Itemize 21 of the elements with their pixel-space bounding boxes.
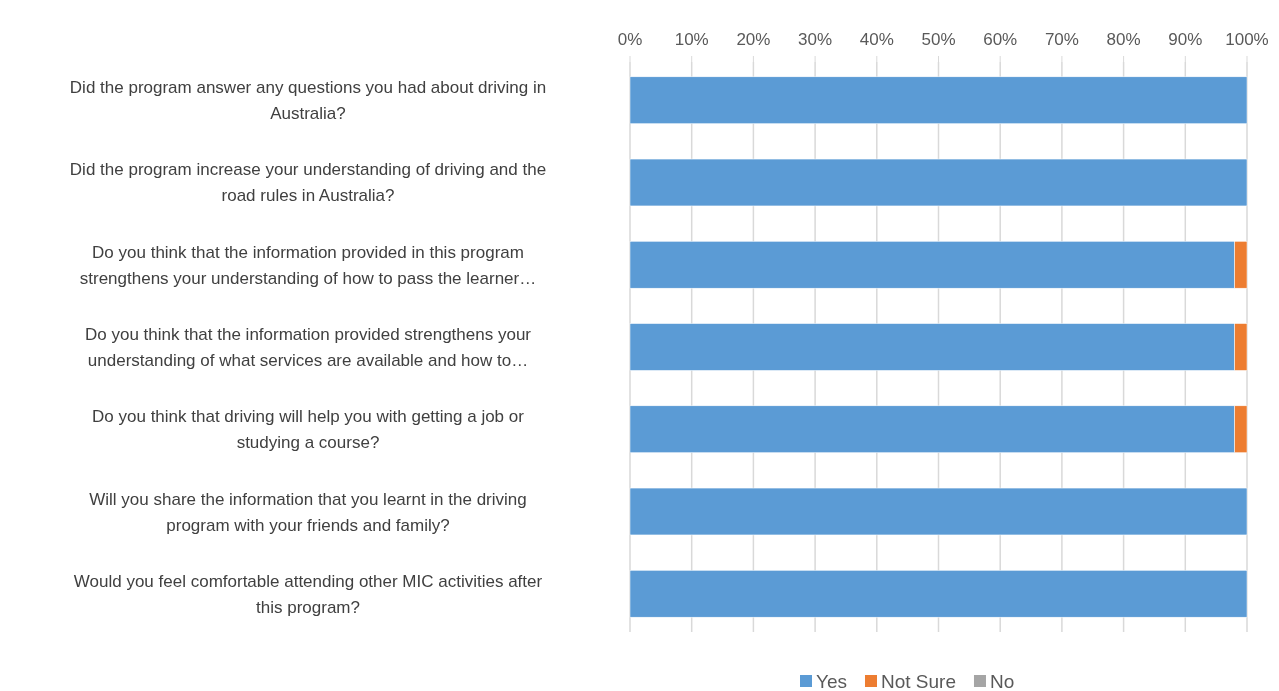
x-tick-label: 0% [617, 30, 643, 49]
x-tick-label: 70% [1044, 30, 1079, 49]
y-tick-label: Do you think that the information provided strengthens your understanding of what services are available and how to… [84, 325, 532, 370]
x-tick-label: 20% [736, 30, 771, 49]
x-tick-label: 30% [798, 30, 833, 49]
y-tick-label: Do you think that the information provided in this program strengthens your understanding of how to pass the learner… [79, 242, 537, 288]
x-tick-label: 50% [921, 30, 956, 49]
x-tick-label: 60% [983, 30, 1018, 49]
x-tick-label: 100% [1225, 30, 1269, 49]
legend-label: Not Sure [881, 670, 956, 691]
y-tick-label: Would you feel comfortable attending other MIC activities after this program? [73, 571, 543, 617]
y-tick-label: Do you think that driving will help you with getting a job or studying a course? [92, 407, 525, 453]
x-tick-label: 40% [859, 30, 894, 49]
x-tick-label: 90% [1168, 30, 1203, 49]
legend-label: No [989, 670, 1015, 691]
text: Yes [816, 670, 847, 691]
y-tick-label: Did the program answer any questions you had about driving in Australia? [69, 78, 547, 124]
x-tick-label: 10% [674, 30, 709, 49]
x-tick-label: 80% [1106, 30, 1141, 49]
y-tick-label: Did the program increase your understanding of driving and the road rules in Australia? [69, 160, 547, 206]
y-tick-label: Will you share the information that you learnt in the driving program with your friends and family? [89, 489, 527, 535]
